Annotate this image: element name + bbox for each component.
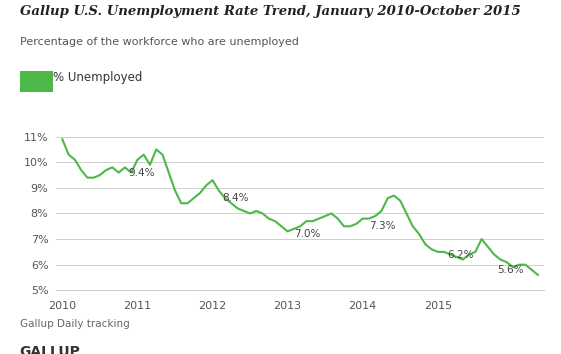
- Text: % Unemployed: % Unemployed: [53, 72, 142, 84]
- Text: 8.4%: 8.4%: [222, 193, 249, 203]
- Text: 5.6%: 5.6%: [497, 265, 524, 275]
- Text: 9.4%: 9.4%: [128, 168, 155, 178]
- Text: 7.3%: 7.3%: [369, 221, 396, 232]
- Text: 6.2%: 6.2%: [447, 250, 473, 259]
- Text: 7.0%: 7.0%: [294, 229, 320, 239]
- Text: Percentage of the workforce who are unemployed: Percentage of the workforce who are unem…: [20, 37, 298, 47]
- Text: Gallup Daily tracking: Gallup Daily tracking: [20, 319, 130, 329]
- Text: Gallup U.S. Unemployment Rate Trend, January 2010-October 2015: Gallup U.S. Unemployment Rate Trend, Jan…: [20, 5, 521, 18]
- Text: GALLUP: GALLUP: [20, 345, 81, 354]
